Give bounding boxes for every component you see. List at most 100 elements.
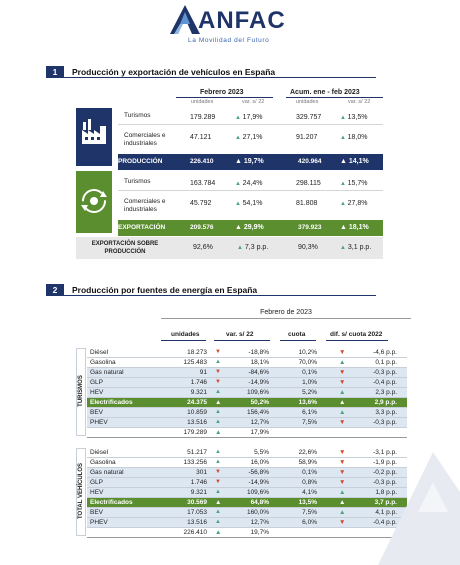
up-arrow-icon: ▲ xyxy=(215,459,221,465)
production-row-feb: 47.121 xyxy=(190,134,212,141)
energy-share: 13,6% xyxy=(298,399,317,406)
energy-share: 7,5% xyxy=(302,509,317,516)
col-share-header: cuota xyxy=(288,331,306,338)
production-row-acc-change: ▲ 18,0% xyxy=(340,134,367,141)
export-row-label: Comerciales e industriales xyxy=(124,198,166,213)
energy-units: 1.746 xyxy=(190,379,207,386)
energy-var: 156,4% xyxy=(246,409,269,416)
energy-share: 0,1% xyxy=(302,469,317,476)
row-divider xyxy=(87,367,407,368)
energy-diff: -1,9 p.p. xyxy=(373,459,397,466)
production-total-row: PRODUCCIÓN 226.410 ▲ 19,7% 420.964 ▲ 14,… xyxy=(118,154,383,170)
row-divider xyxy=(87,527,407,528)
production-total-feb-change: ▲ 19,7% xyxy=(235,158,264,165)
down-arrow-icon: ▼ xyxy=(215,369,221,375)
down-arrow-icon: ▼ xyxy=(339,479,346,486)
energy-label: PHEV xyxy=(90,419,108,426)
energy-row: GLP 1.746 ▼ -14,9% 1,0% ▼ -0,4 p.p. xyxy=(87,378,407,387)
energy-units: 51.217 xyxy=(187,449,207,456)
up-arrow-icon: ▲ xyxy=(339,509,346,516)
energy-label: HEV xyxy=(90,489,104,496)
energy-diff: -0,4 p.p. xyxy=(373,519,397,526)
row-divider xyxy=(87,387,407,388)
production-row-acc: 91.207 xyxy=(296,134,318,141)
down-arrow-icon: ▼ xyxy=(215,379,221,385)
down-arrow-icon: ▼ xyxy=(339,349,346,356)
energy-diff: 3,7 p.p. xyxy=(374,499,397,506)
change-value: 27,8% xyxy=(347,200,368,207)
energy-units: 24.375 xyxy=(187,399,207,406)
row-divider xyxy=(87,497,407,498)
production-total-acc-change: ▲ 14,1% xyxy=(340,158,369,165)
total-divider xyxy=(87,437,407,438)
down-arrow-icon: ▼ xyxy=(339,469,346,476)
energy-share: 70,0% xyxy=(298,359,317,366)
energy-label: GLP xyxy=(90,479,104,486)
energy-diff: -0,3 p.p. xyxy=(373,369,397,376)
up-arrow-icon: ▲ xyxy=(235,201,243,207)
energy-var: 5,5% xyxy=(254,449,269,456)
export-row-acc-change: ▲ 15,7% xyxy=(340,180,367,187)
row-divider xyxy=(118,124,383,125)
energy-label: Electrificados xyxy=(90,499,133,506)
energy-row: Gas natural 91 ▼ -84,6% 0,1% ▼ -0,3 p.p. xyxy=(87,368,407,377)
export-row-label: Turismos xyxy=(124,178,151,185)
section-title: Producción y exportación de vehículos en… xyxy=(72,67,276,77)
energy-label: Gasolina xyxy=(90,459,116,466)
energy-row: PHEV 13.516 ▲ 12,7% 6,0% ▼ -0,4 p.p. xyxy=(87,518,407,527)
col-diff-header: dif. s/ cuota 2022 xyxy=(330,331,383,338)
energy-diff: -4,6 p.p. xyxy=(373,349,397,356)
energy-diff: 2,3 p.p. xyxy=(375,389,397,396)
energy-units: 133.256 xyxy=(183,459,208,466)
energy-diff: 0,1 p.p. xyxy=(375,359,397,366)
energy-share: 4,1% xyxy=(302,489,317,496)
factory-icon xyxy=(82,119,106,144)
energy-total-units: 179.289 xyxy=(183,429,208,436)
change-value: 54,1% xyxy=(242,200,263,207)
energy-label: Gasolina xyxy=(90,359,116,366)
up-arrow-icon: ▲ xyxy=(215,509,221,515)
production-row-acc-change: ▲ 13,5% xyxy=(340,114,367,121)
energy-units: 17.053 xyxy=(187,509,207,516)
group1-side-box xyxy=(76,348,86,436)
production-row-label: Comerciales e industriales xyxy=(124,132,166,147)
energy-share: 7,5% xyxy=(302,419,317,426)
up-arrow-icon: ▲ xyxy=(339,409,346,416)
export-share-feb: 92,6% xyxy=(193,244,213,251)
group1-side-label: TURISMOS xyxy=(78,375,84,407)
row-divider xyxy=(87,407,407,408)
section2-period-underline xyxy=(161,318,411,319)
energy-label: Gas natural xyxy=(90,369,124,376)
row-divider xyxy=(87,487,407,488)
energy-row: HEV 9.321 ▲ 109,6% 4,1% ▲ 1,8 p.p. xyxy=(87,488,407,497)
section-1-header: 1 Producción y exportación de vehículos … xyxy=(46,66,376,78)
energy-row: GLP 1.746 ▼ -14,9% 0,8% ▼ -0,3 p.p. xyxy=(87,478,407,487)
col-units-header: unidades xyxy=(171,331,200,338)
energy-diff: 2,9 p.p. xyxy=(374,399,397,406)
var-subheader-2: var. s/ 22 xyxy=(348,99,371,105)
energy-row: BEV 17.053 ▲ 160,0% 7,5% ▲ 4,1 p.p. xyxy=(87,508,407,517)
energy-diff: -3,1 p.p. xyxy=(373,449,397,456)
energy-total-units: 226.410 xyxy=(183,529,208,536)
export-row-feb-change: ▲ 54,1% xyxy=(235,200,262,207)
energy-units: 10.859 xyxy=(187,409,207,416)
section-number: 1 xyxy=(46,66,64,78)
energy-row: Electrificados 30.569 ▲ 64,8% 13,5% ▲ 3,7 p.p. xyxy=(87,498,407,507)
export-share-feb-change: ▲ 7,3 p.p. xyxy=(237,244,269,251)
energy-units: 91 xyxy=(199,369,207,376)
production-row-label: Turismos xyxy=(124,112,151,119)
energy-share: 6,1% xyxy=(302,409,317,416)
energy-label: HEV xyxy=(90,389,104,396)
period1-underline xyxy=(176,97,273,98)
up-arrow-icon: ▲ xyxy=(215,409,221,415)
change-value: 18,0% xyxy=(347,134,368,141)
energy-row: HEV 9.321 ▲ 109,6% 5,2% ▲ 2,3 p.p. xyxy=(87,388,407,397)
period1-header: Febrero 2023 xyxy=(200,89,244,96)
anfac-watermark-icon xyxy=(378,452,460,565)
period2-underline xyxy=(286,97,383,98)
up-arrow-icon: ▲ xyxy=(340,135,348,141)
down-arrow-icon: ▼ xyxy=(339,519,346,526)
energy-units: 9.321 xyxy=(190,389,207,396)
change-value: 27,1% xyxy=(242,134,263,141)
energy-label: BEV xyxy=(90,509,104,516)
